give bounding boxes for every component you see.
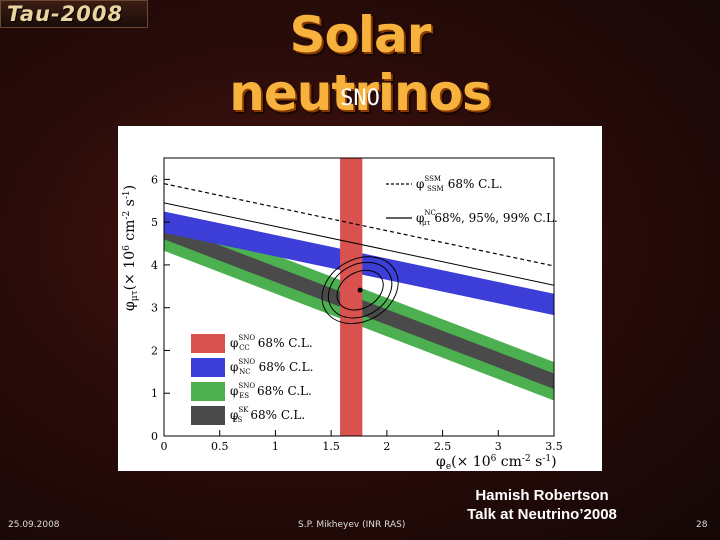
plot-frame [163,157,555,437]
slide-title: Solar neutrinos [229,6,492,122]
y-tick-label: 4 [151,259,158,272]
y-tick-label: 2 [151,344,158,357]
contour-2 [327,261,393,319]
x-tick-label: 3.5 [545,440,563,453]
x-tick-label: 0 [161,440,168,453]
x-axis-label: φe(× 106 cm-2 s-1) [436,454,557,471]
conference-logo: Tau-2008 [0,0,148,28]
best-fit-point [357,287,363,293]
legend-top-label: φNC μτ 68%, 95%, 99% C.L. [416,209,558,227]
legend-swatch [191,358,225,377]
y-tick-label: 5 [151,216,158,229]
contour-1 [336,269,384,311]
x-tick-label: 2 [383,440,390,453]
legend-top-label: φSSM SSM 68% C.L. [416,175,503,193]
legend-bottom-label: φSNO NC 68% C.L. [230,358,313,376]
x-tick-label: 3 [495,440,502,453]
slide-subtitle: SNO [340,86,380,111]
x-tick-label: 2.5 [434,440,452,453]
y-tick-label: 6 [151,173,158,186]
y-tick-label: 3 [151,302,158,315]
footer-author: S.P. Mikheyev (INR RAS) [298,520,406,530]
y-axis-label: φμτ(× 106 cm-2 s-1) [122,185,140,311]
nc-line [164,202,554,286]
credit-name: Hamish Robertson [475,487,609,504]
x-tick-label: 1 [272,440,279,453]
x-tick-label: 0.5 [211,440,229,453]
y-tick-label: 0 [151,430,158,443]
credit-talk: Talk at Neutrino’2008 [467,506,617,523]
legend-bottom-label: φSK ES 68% C.L. [230,406,305,424]
cc-band [340,158,363,436]
credit: Hamish Robertson Talk at Neutrino’2008 [442,486,642,524]
chart-panel: 0 0.5 1 1.5 2 2.5 3 3.5 0 1 2 3 4 5 6 φSSM SSM 68% C.L. φ… [118,126,602,472]
legend-swatch [191,406,225,425]
ssm-line [164,183,554,267]
legend-swatch [191,334,225,353]
page-number: 28 [696,520,708,530]
legend-bottom-label: φSNO CC 68% C.L. [230,334,313,352]
x-tick-label: 1.5 [322,440,340,453]
y-tick-label: 1 [151,387,158,400]
legend-bottom-label: φSNO ES 68% C.L. [230,382,312,400]
contour-3 [321,256,399,325]
footer-date: 25.09.2008 [8,520,60,530]
sno-flux-chart: 0 0.5 1 1.5 2 2.5 3 3.5 0 1 2 3 4 5 6 φSSM SSM 68% C.L. φ… [122,157,563,472]
legend-swatch [191,382,225,401]
